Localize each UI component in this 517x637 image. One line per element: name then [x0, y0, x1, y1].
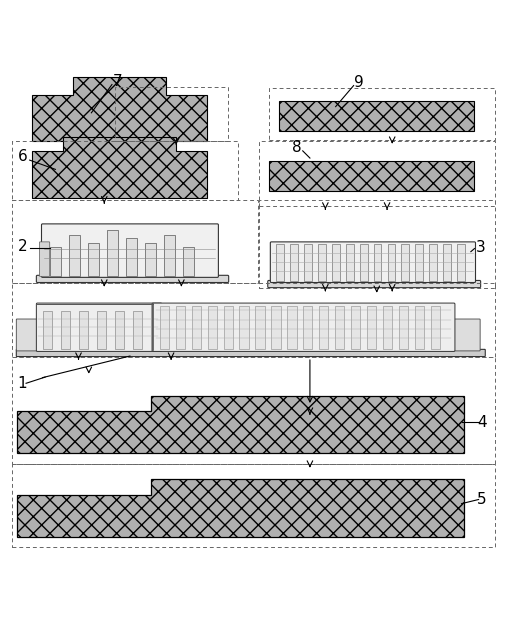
FancyBboxPatch shape	[17, 349, 485, 357]
Bar	[277, 244, 284, 281]
Bar	[402, 244, 409, 281]
Bar	[176, 306, 185, 349]
Text: 2: 2	[18, 239, 28, 254]
Polygon shape	[32, 137, 207, 197]
Bar	[223, 306, 233, 349]
Bar	[271, 306, 281, 349]
Text: 8: 8	[292, 140, 302, 155]
Bar	[42, 311, 52, 349]
Bar	[12, 200, 258, 282]
Bar	[12, 141, 238, 200]
Bar	[360, 244, 368, 281]
Text: 5: 5	[477, 492, 487, 507]
Bar	[287, 306, 297, 349]
Bar	[269, 88, 495, 140]
Bar	[388, 244, 396, 281]
Bar	[50, 247, 60, 276]
Bar	[97, 311, 106, 349]
Bar	[335, 306, 344, 349]
FancyBboxPatch shape	[270, 242, 476, 282]
FancyBboxPatch shape	[39, 242, 50, 276]
Bar	[351, 306, 360, 349]
Bar	[88, 243, 99, 276]
Bar	[108, 230, 117, 276]
Bar	[12, 282, 495, 357]
Bar	[332, 244, 340, 281]
Polygon shape	[279, 101, 475, 131]
Polygon shape	[269, 161, 475, 191]
FancyBboxPatch shape	[17, 319, 40, 351]
Text: 7: 7	[112, 75, 122, 89]
Bar	[291, 244, 298, 281]
Bar	[60, 311, 70, 349]
FancyBboxPatch shape	[268, 280, 481, 288]
Bar	[12, 357, 495, 464]
Bar	[303, 306, 312, 349]
Bar	[305, 244, 312, 281]
Polygon shape	[32, 77, 207, 141]
Bar	[367, 306, 376, 349]
Bar	[115, 87, 227, 141]
Bar	[374, 244, 382, 281]
FancyBboxPatch shape	[36, 303, 162, 352]
FancyBboxPatch shape	[152, 303, 455, 352]
Bar	[115, 311, 124, 349]
FancyBboxPatch shape	[41, 224, 218, 277]
Bar	[258, 141, 495, 206]
Bar	[346, 244, 354, 281]
Polygon shape	[17, 480, 464, 537]
Bar	[399, 306, 408, 349]
Bar	[132, 311, 142, 349]
Bar	[239, 306, 249, 349]
Bar	[255, 306, 265, 349]
Text: 9: 9	[354, 76, 363, 90]
Bar	[12, 464, 495, 547]
Bar	[383, 306, 392, 349]
Text: 1: 1	[17, 376, 27, 390]
Text: 6: 6	[18, 149, 28, 164]
Bar	[164, 235, 175, 276]
Bar	[429, 244, 437, 281]
Bar	[145, 243, 156, 276]
Bar	[318, 244, 326, 281]
Bar	[443, 244, 451, 281]
Bar	[69, 235, 80, 276]
FancyBboxPatch shape	[451, 319, 480, 351]
FancyBboxPatch shape	[36, 275, 229, 282]
Text: 3: 3	[476, 240, 485, 255]
Bar	[160, 306, 169, 349]
Bar	[457, 244, 465, 281]
Bar	[208, 306, 217, 349]
Polygon shape	[17, 396, 464, 454]
Bar	[415, 306, 424, 349]
Bar	[431, 306, 440, 349]
Bar	[319, 306, 328, 349]
Bar	[258, 200, 495, 288]
Bar	[126, 238, 136, 276]
Bar	[192, 306, 201, 349]
Bar	[415, 244, 423, 281]
Text: 4: 4	[477, 415, 487, 430]
Bar	[79, 311, 88, 349]
Bar	[184, 247, 194, 276]
